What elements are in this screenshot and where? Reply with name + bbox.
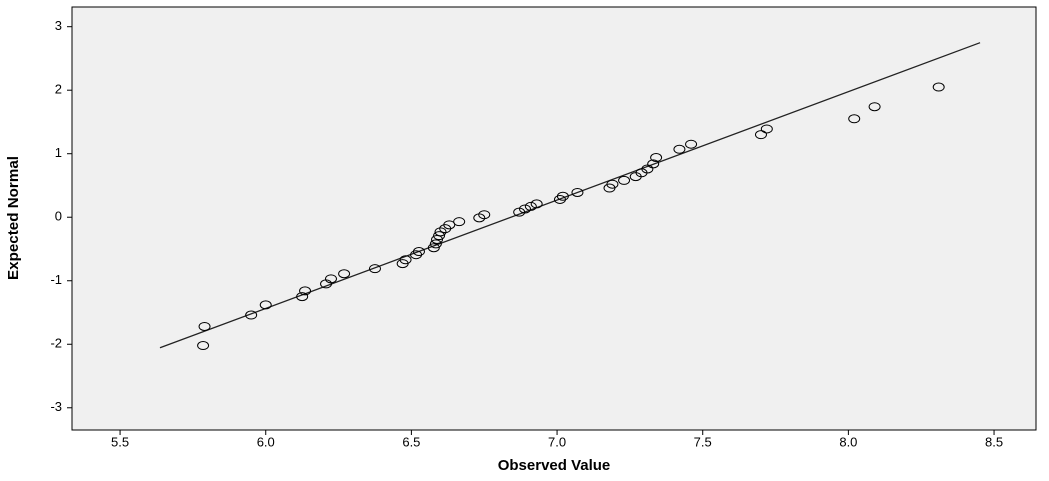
- point: [868, 102, 881, 112]
- point: [296, 292, 309, 302]
- x-tick-label: 5.5: [111, 434, 129, 449]
- point: [478, 210, 491, 220]
- point: [197, 341, 210, 351]
- x-tick-label: 7.5: [694, 434, 712, 449]
- point: [453, 217, 466, 227]
- point: [530, 199, 543, 209]
- point: [606, 179, 619, 189]
- point: [433, 231, 446, 241]
- point: [434, 227, 447, 237]
- point: [571, 187, 584, 197]
- point: [754, 130, 767, 140]
- x-tick-label: 7.0: [548, 434, 566, 449]
- y-tick-label: -1: [50, 272, 62, 287]
- point: [429, 239, 442, 249]
- point: [650, 153, 663, 163]
- point: [685, 139, 698, 149]
- x-tick-label: 6.5: [402, 434, 420, 449]
- point: [412, 247, 425, 257]
- point: [618, 175, 631, 185]
- point: [443, 220, 456, 230]
- y-tick-label: 3: [55, 18, 62, 33]
- y-axis-title: Expected Normal: [5, 156, 22, 280]
- y-tick-label: 1: [55, 145, 62, 160]
- point: [524, 201, 537, 211]
- point: [245, 310, 258, 320]
- y-tick-label: 2: [55, 82, 62, 97]
- plot-area: [71, 6, 1037, 431]
- x-tick-label: 6.0: [257, 434, 275, 449]
- y-tick-label: -3: [50, 399, 62, 414]
- point: [556, 191, 569, 201]
- point: [647, 159, 660, 169]
- point: [673, 144, 686, 154]
- point: [848, 114, 861, 124]
- x-tick-label: 8.0: [839, 434, 857, 449]
- x-axis-title: Observed Value: [498, 457, 611, 474]
- point: [932, 82, 945, 92]
- point: [368, 264, 381, 274]
- x-tick-label: 8.5: [985, 434, 1003, 449]
- point: [427, 243, 440, 253]
- point: [760, 124, 773, 134]
- y-tick-label: -2: [50, 336, 62, 351]
- point: [198, 321, 211, 331]
- point: [338, 269, 351, 279]
- point: [259, 300, 272, 310]
- point: [299, 286, 312, 296]
- point: [519, 204, 532, 214]
- point: [399, 255, 412, 265]
- y-tick-label: 0: [55, 209, 62, 224]
- point: [324, 274, 337, 284]
